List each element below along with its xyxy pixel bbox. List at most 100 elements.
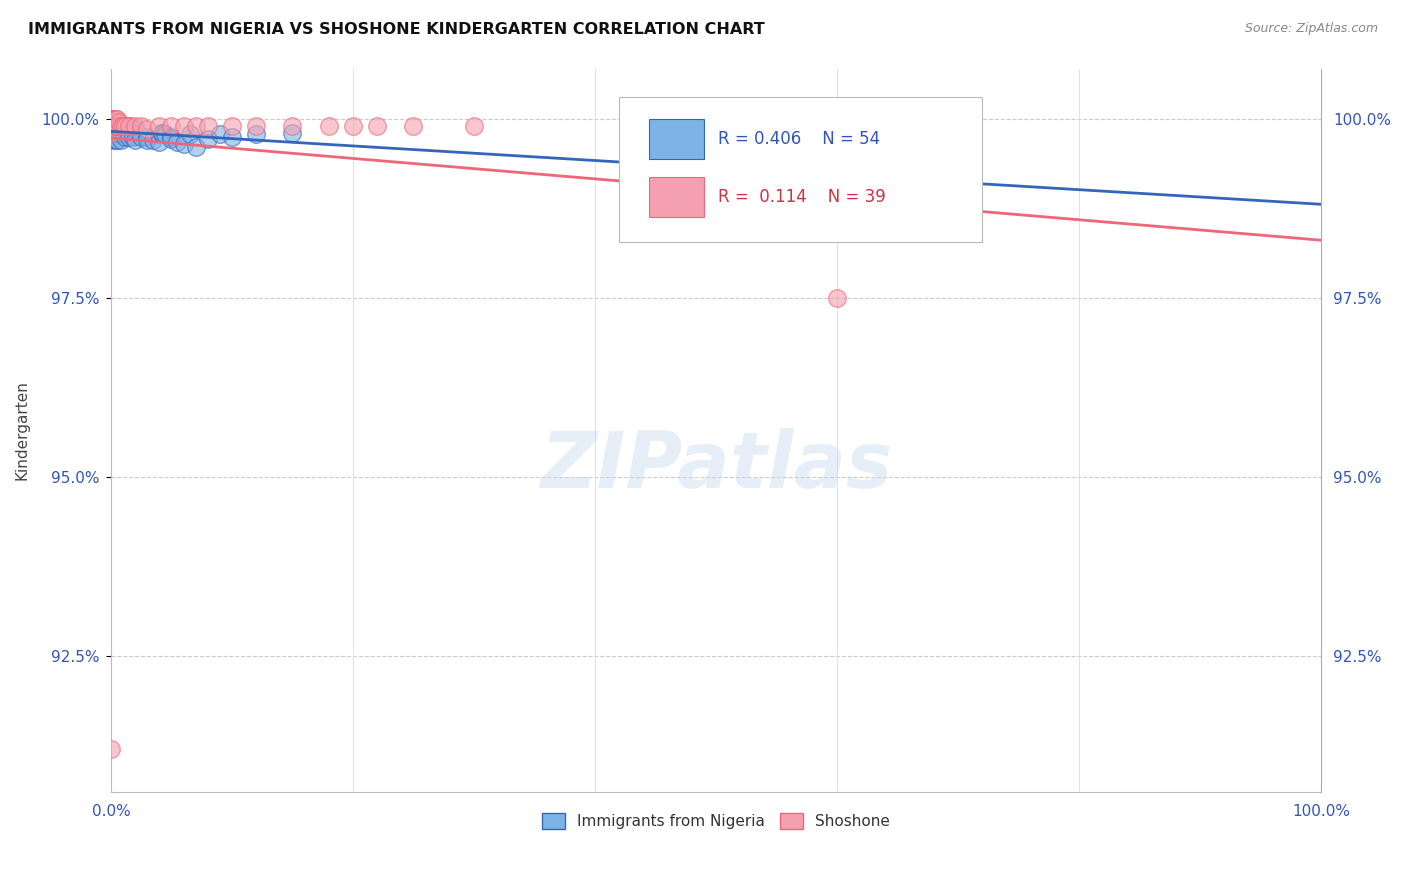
Point — [105, 119, 128, 133]
Point — [136, 133, 159, 147]
Point — [160, 119, 183, 133]
Text: R = 0.406    N = 54: R = 0.406 N = 54 — [718, 129, 880, 148]
Point — [160, 129, 183, 144]
Point — [108, 119, 131, 133]
Point — [179, 128, 201, 142]
Point — [281, 126, 304, 140]
Point — [103, 112, 125, 126]
Point — [103, 115, 125, 129]
Point — [118, 129, 141, 144]
Point — [124, 122, 146, 136]
Point — [184, 140, 207, 154]
Point — [104, 133, 127, 147]
Point — [281, 119, 304, 133]
Point — [155, 128, 177, 142]
Point — [100, 126, 122, 140]
Point — [124, 119, 146, 133]
Point — [148, 135, 170, 149]
Point — [129, 129, 152, 144]
Point — [105, 119, 128, 133]
Point — [150, 126, 173, 140]
Point — [108, 115, 131, 129]
Point — [107, 119, 129, 133]
Point — [197, 119, 219, 133]
Point — [100, 742, 122, 756]
Point — [103, 115, 125, 129]
Point — [107, 119, 129, 133]
Point — [221, 119, 243, 133]
Text: ZIPatlas: ZIPatlas — [540, 428, 893, 504]
Legend: Immigrants from Nigeria, Shoshone: Immigrants from Nigeria, Shoshone — [536, 806, 896, 835]
Point — [103, 119, 125, 133]
Point — [150, 126, 173, 140]
FancyBboxPatch shape — [619, 97, 983, 242]
Point — [221, 129, 243, 144]
Point — [173, 119, 195, 133]
Point — [103, 122, 125, 136]
Bar — [650, 177, 704, 217]
Point — [103, 119, 125, 133]
Point — [100, 126, 122, 140]
Point — [104, 119, 127, 133]
Point — [100, 112, 122, 126]
Point — [245, 128, 267, 142]
Point — [142, 133, 165, 147]
Y-axis label: Kindergarten: Kindergarten — [15, 380, 30, 480]
Point — [100, 112, 122, 126]
Point — [111, 119, 134, 133]
Point — [107, 126, 129, 140]
Point — [110, 133, 132, 147]
Point — [111, 122, 134, 136]
Point — [463, 119, 485, 133]
Point — [184, 119, 207, 133]
Bar — [650, 120, 704, 159]
Point — [100, 119, 122, 133]
Point — [402, 119, 425, 133]
Point — [124, 133, 146, 147]
Point — [118, 119, 141, 133]
Text: Source: ZipAtlas.com: Source: ZipAtlas.com — [1244, 22, 1378, 36]
Text: IMMIGRANTS FROM NIGERIA VS SHOSHONE KINDERGARTEN CORRELATION CHART: IMMIGRANTS FROM NIGERIA VS SHOSHONE KIND… — [28, 22, 765, 37]
Point — [150, 126, 173, 140]
Point — [108, 126, 131, 140]
Point — [129, 119, 152, 133]
Point — [103, 115, 125, 129]
Point — [103, 119, 125, 133]
Point — [121, 129, 143, 144]
Point — [245, 119, 267, 133]
Point — [108, 122, 131, 136]
Point — [100, 112, 122, 126]
Point — [197, 132, 219, 146]
Point — [111, 126, 134, 140]
Point — [105, 112, 128, 126]
Text: R =  0.114    N = 39: R = 0.114 N = 39 — [718, 187, 886, 205]
Point — [166, 135, 188, 149]
Point — [100, 122, 122, 136]
Point — [160, 132, 183, 146]
Point — [105, 133, 128, 147]
Point — [104, 119, 127, 133]
Point — [104, 126, 127, 140]
Point — [100, 119, 122, 133]
Point — [110, 119, 132, 133]
Point — [825, 291, 848, 305]
Point — [104, 112, 127, 126]
Point — [100, 112, 122, 126]
Point — [103, 126, 125, 140]
Point — [136, 122, 159, 136]
Point — [114, 129, 136, 144]
Point — [342, 119, 364, 133]
Point — [100, 115, 122, 129]
Point — [103, 112, 125, 126]
Point — [103, 126, 125, 140]
Point — [318, 119, 340, 133]
Point — [136, 129, 159, 144]
Point — [148, 119, 170, 133]
Point — [105, 122, 128, 136]
Point — [100, 133, 122, 147]
Point — [110, 122, 132, 136]
Point — [111, 122, 134, 136]
Point — [114, 119, 136, 133]
Point — [100, 115, 122, 129]
Point — [366, 119, 388, 133]
